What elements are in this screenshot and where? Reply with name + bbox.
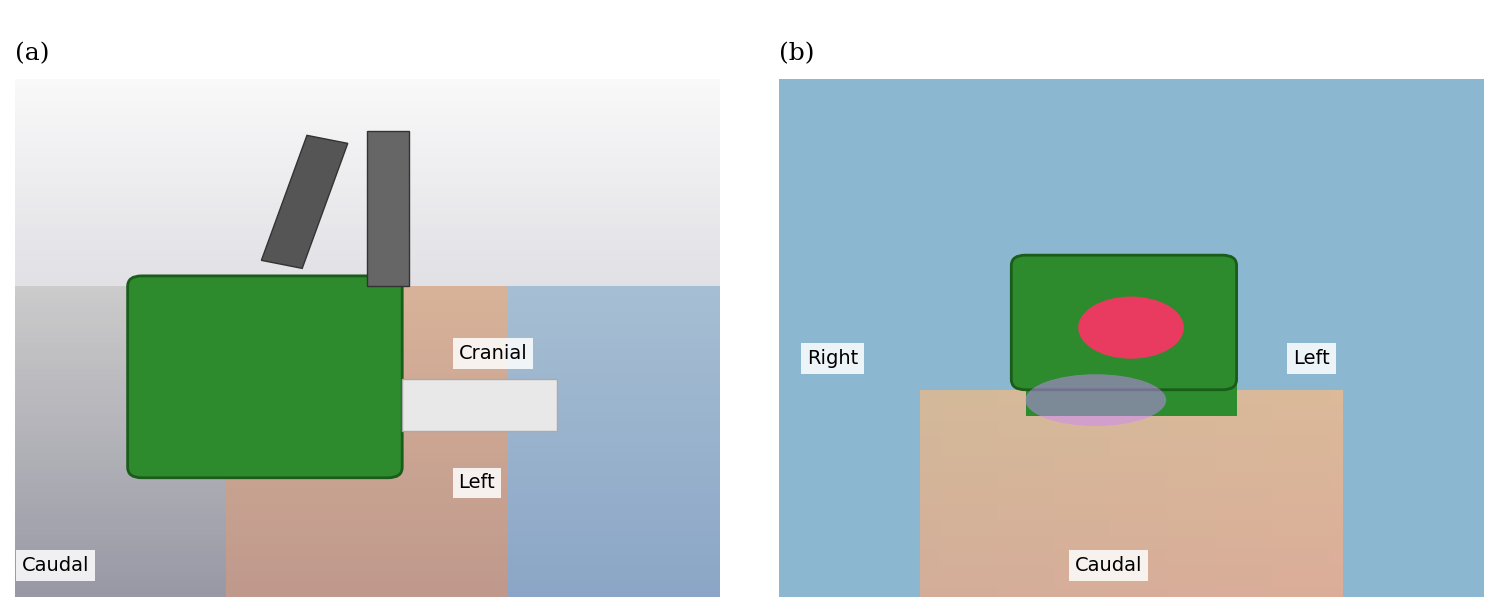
Bar [262,135,348,269]
Text: Cranial: Cranial [458,344,527,363]
FancyBboxPatch shape [127,276,401,477]
Ellipse shape [1025,374,1165,426]
Bar [367,131,409,286]
Text: Caudal: Caudal [1074,556,1141,576]
FancyBboxPatch shape [1011,255,1236,390]
Text: Right: Right [807,349,858,368]
Text: (a): (a) [15,43,49,66]
Bar [401,379,557,431]
Text: Left: Left [1293,349,1330,368]
Text: (b): (b) [779,43,815,66]
Text: Caudal: Caudal [22,556,90,576]
Text: Left: Left [458,473,496,493]
Ellipse shape [1079,297,1183,359]
Ellipse shape [177,336,388,465]
